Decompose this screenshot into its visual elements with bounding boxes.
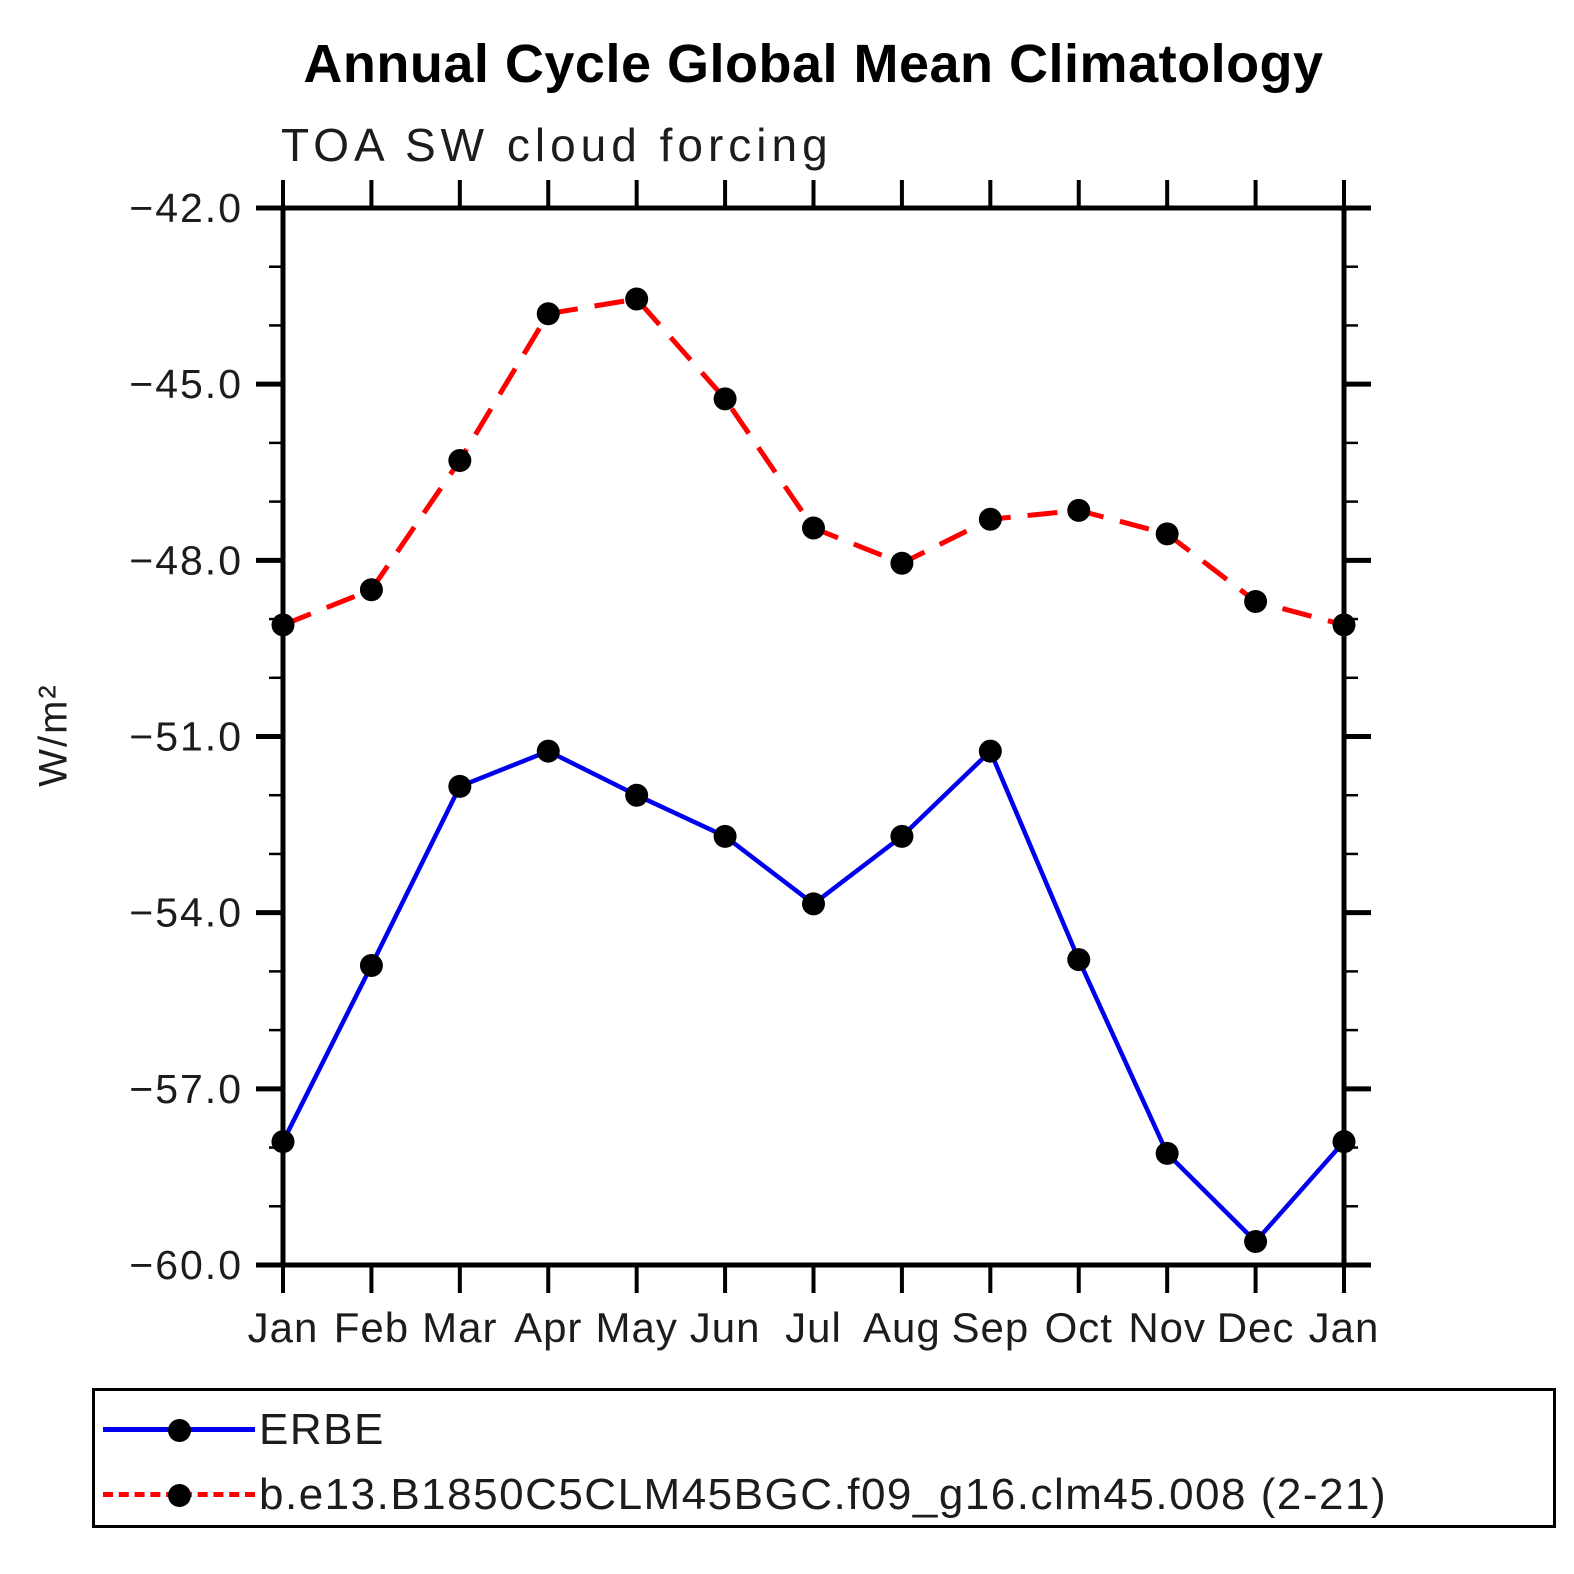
series-marker bbox=[271, 613, 295, 637]
y-tick-label: −57.0 bbox=[129, 1066, 243, 1112]
x-tick-label: Jul bbox=[785, 1304, 842, 1351]
y-tick-label: −54.0 bbox=[129, 890, 243, 936]
x-tick-label: Mar bbox=[422, 1304, 497, 1351]
series-marker bbox=[1244, 589, 1268, 613]
series-marker bbox=[1067, 498, 1091, 522]
x-tick-label: Aug bbox=[863, 1304, 941, 1351]
y-tick-label: −42.0 bbox=[129, 185, 243, 231]
legend-label-model: b.e13.B1850C5CLM45BGC.f09_g16.clm45.008 … bbox=[259, 1470, 1388, 1519]
series-marker bbox=[1155, 1141, 1179, 1165]
series-marker bbox=[978, 507, 1002, 531]
series-marker bbox=[359, 954, 383, 978]
series-marker bbox=[713, 824, 737, 848]
series-marker bbox=[536, 302, 560, 326]
y-tick-label: −45.0 bbox=[129, 361, 243, 407]
series-marker bbox=[713, 387, 737, 411]
x-tick-label: Jan bbox=[248, 1304, 319, 1351]
legend-dot-icon bbox=[167, 1418, 191, 1442]
series-marker bbox=[802, 516, 825, 540]
series-marker bbox=[625, 783, 649, 807]
series-marker bbox=[978, 739, 1002, 763]
y-tick-label: −48.0 bbox=[129, 537, 243, 583]
series-marker bbox=[1067, 948, 1091, 972]
chart-subtitle: TOA SW cloud forcing bbox=[281, 119, 833, 171]
chart-title: Annual Cycle Global Mean Climatology bbox=[303, 34, 1324, 94]
series-line-1 bbox=[282, 296, 1345, 628]
series-marker bbox=[802, 892, 825, 916]
series-marker bbox=[448, 449, 472, 473]
series-marker bbox=[625, 287, 649, 311]
series-marker bbox=[1244, 1230, 1268, 1254]
legend: ERBE b.e13.B1850C5CLM45BGC.f09_g16.clm45… bbox=[92, 1388, 1556, 1528]
x-tick-label: May bbox=[595, 1304, 677, 1351]
series-marker bbox=[359, 578, 383, 602]
x-tick-label: Feb bbox=[334, 1304, 409, 1351]
y-tick-label: −60.0 bbox=[129, 1242, 243, 1288]
series-marker bbox=[1332, 1130, 1356, 1154]
series-marker bbox=[890, 824, 914, 848]
x-tick-label: Dec bbox=[1217, 1304, 1295, 1351]
series-marker bbox=[1155, 522, 1179, 546]
y-tick-label: −51.0 bbox=[129, 714, 243, 760]
series-marker bbox=[1332, 613, 1356, 637]
legend-entry-model: b.e13.B1850C5CLM45BGC.f09_g16.clm45.008 … bbox=[103, 1470, 1387, 1520]
x-tick-label: Jan bbox=[1309, 1304, 1380, 1351]
legend-swatch-erbe bbox=[103, 1418, 255, 1442]
legend-entry-erbe: ERBE bbox=[103, 1405, 385, 1455]
series-marker bbox=[890, 551, 914, 575]
series-marker bbox=[271, 1130, 295, 1154]
series-line-0 bbox=[280, 747, 1346, 1245]
x-tick-label: Sep bbox=[951, 1304, 1029, 1351]
x-tick-label: Nov bbox=[1128, 1304, 1206, 1351]
legend-dot-icon bbox=[167, 1483, 191, 1507]
legend-label-erbe: ERBE bbox=[259, 1405, 385, 1454]
x-tick-label: Jun bbox=[690, 1304, 761, 1351]
plot-frame bbox=[280, 205, 1347, 1268]
series-marker bbox=[448, 774, 472, 798]
legend-swatch-model bbox=[103, 1483, 255, 1507]
x-tick-label: Apr bbox=[514, 1304, 582, 1351]
series-marker bbox=[536, 739, 560, 763]
x-tick-label: Oct bbox=[1045, 1304, 1113, 1351]
